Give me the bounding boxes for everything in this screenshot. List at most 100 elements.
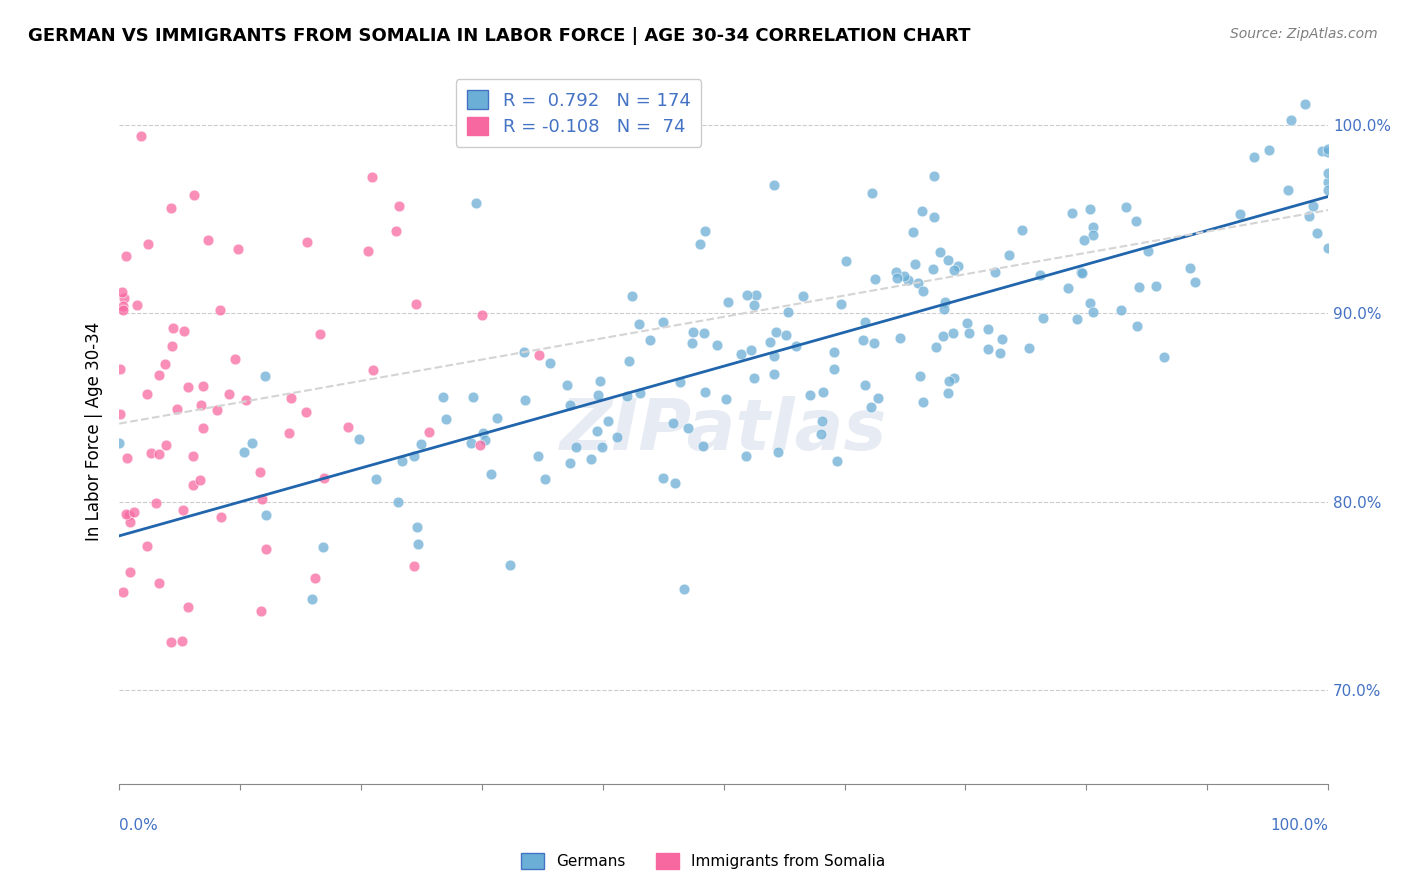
Point	[224, 351, 246, 366]
Point	[1317, 145, 1340, 159]
Point	[742, 298, 765, 312]
Point	[153, 357, 176, 371]
Point	[1081, 227, 1104, 242]
Point	[938, 374, 960, 388]
Point	[628, 386, 651, 401]
Point	[235, 392, 257, 407]
Point	[402, 449, 425, 463]
Point	[936, 386, 959, 401]
Text: ZIPatlas: ZIPatlas	[560, 396, 887, 466]
Point	[825, 454, 848, 468]
Point	[868, 391, 890, 405]
Point	[988, 346, 1011, 360]
Point	[148, 447, 170, 461]
Point	[811, 414, 834, 428]
Point	[118, 565, 141, 579]
Point	[853, 378, 876, 392]
Point	[745, 288, 768, 302]
Point	[112, 291, 135, 305]
Point	[912, 284, 935, 298]
Point	[830, 297, 852, 311]
Point	[125, 298, 148, 312]
Point	[1153, 350, 1175, 364]
Point	[1310, 144, 1333, 158]
Point	[893, 269, 915, 284]
Point	[1126, 318, 1149, 333]
Point	[1317, 142, 1340, 156]
Point	[565, 440, 588, 454]
Point	[160, 339, 183, 353]
Point	[253, 369, 276, 384]
Point	[889, 331, 911, 345]
Point	[347, 433, 370, 447]
Point	[1243, 150, 1265, 164]
Point	[208, 302, 231, 317]
Point	[692, 439, 714, 453]
Point	[155, 438, 177, 452]
Point	[1083, 220, 1105, 235]
Point	[162, 321, 184, 335]
Legend: R =  0.792   N = 174, R = -0.108   N =  74: R = 0.792 N = 174, R = -0.108 N = 74	[456, 79, 702, 147]
Point	[997, 248, 1019, 262]
Point	[1294, 97, 1316, 112]
Point	[810, 427, 832, 442]
Point	[638, 333, 661, 347]
Point	[278, 425, 301, 440]
Point	[922, 210, 945, 224]
Point	[586, 388, 609, 402]
Point	[118, 516, 141, 530]
Point	[903, 225, 925, 239]
Point	[628, 318, 651, 332]
Point	[485, 411, 508, 425]
Point	[579, 451, 602, 466]
Point	[860, 186, 883, 200]
Point	[762, 349, 785, 363]
Point	[188, 473, 211, 487]
Point	[1279, 112, 1302, 127]
Point	[249, 466, 271, 480]
Point	[295, 405, 318, 419]
Point	[280, 391, 302, 405]
Point	[357, 244, 380, 259]
Point	[555, 378, 578, 392]
Point	[191, 378, 214, 392]
Point	[1229, 207, 1251, 221]
Point	[775, 328, 797, 343]
Point	[766, 444, 789, 458]
Point	[1109, 303, 1132, 318]
Point	[193, 420, 215, 434]
Point	[957, 326, 980, 341]
Point	[714, 392, 737, 407]
Point	[558, 456, 581, 470]
Point	[1029, 268, 1052, 283]
Point	[148, 576, 170, 591]
Point	[136, 237, 159, 252]
Point	[409, 437, 432, 451]
Point	[1115, 200, 1137, 214]
Point	[114, 249, 136, 263]
Point	[617, 354, 640, 368]
Point	[527, 450, 550, 464]
Point	[112, 585, 135, 599]
Point	[811, 385, 834, 400]
Point	[942, 263, 965, 277]
Point	[835, 254, 858, 268]
Point	[108, 436, 131, 450]
Point	[591, 440, 613, 454]
Point	[1011, 223, 1033, 237]
Point	[907, 277, 929, 291]
Point	[706, 337, 728, 351]
Point	[922, 262, 945, 277]
Point	[295, 235, 318, 249]
Point	[170, 633, 193, 648]
Point	[1317, 166, 1340, 180]
Point	[177, 380, 200, 394]
Point	[759, 335, 782, 350]
Point	[115, 450, 138, 465]
Point	[527, 348, 550, 362]
Point	[183, 477, 205, 491]
Point	[912, 395, 935, 409]
Point	[205, 402, 228, 417]
Point	[863, 335, 886, 350]
Point	[762, 178, 785, 192]
